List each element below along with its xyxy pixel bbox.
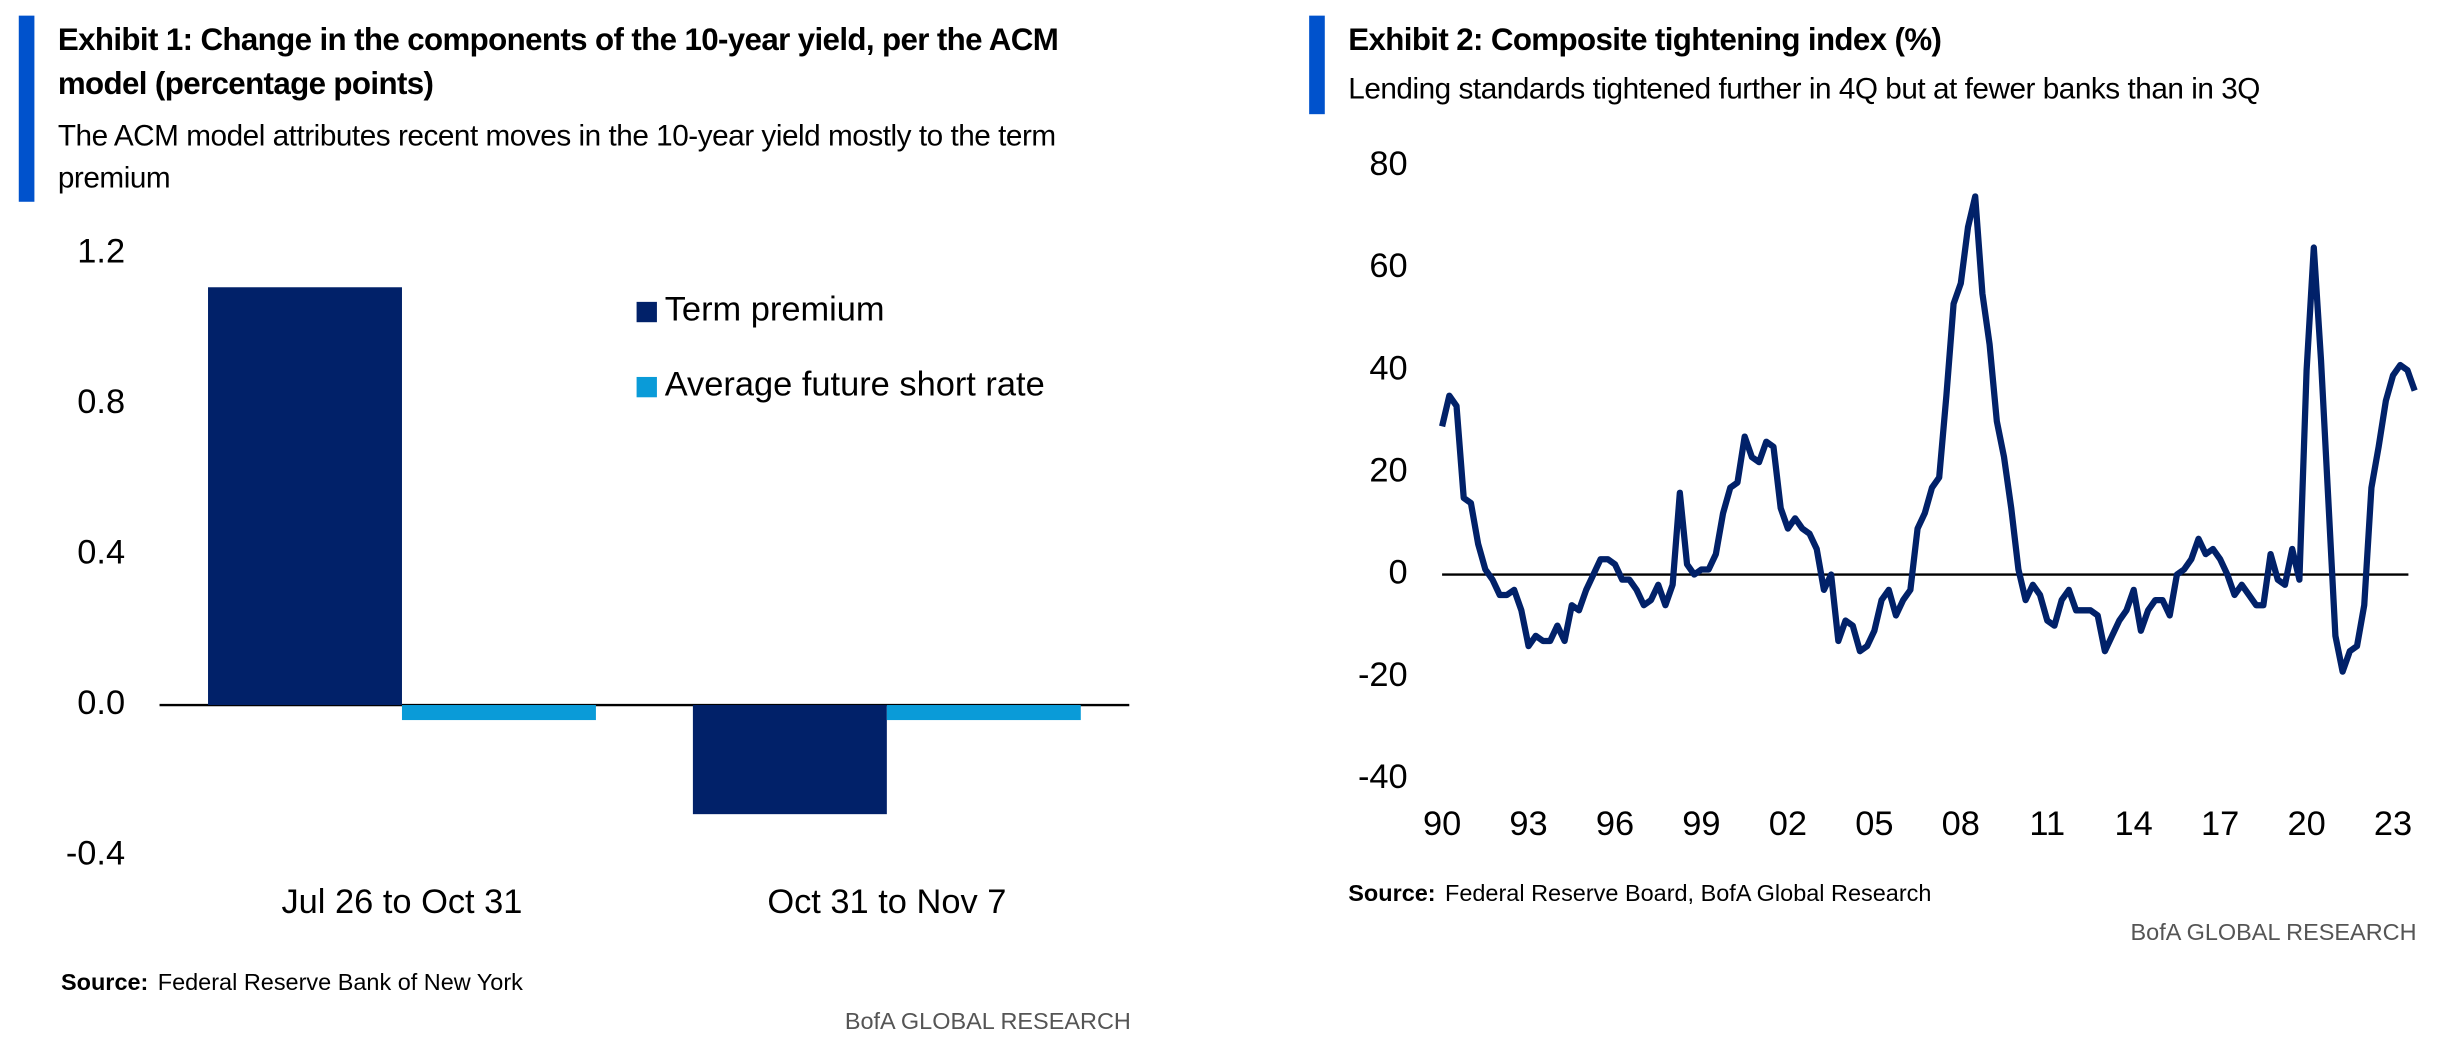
- y-tick-label: 0: [1389, 554, 1408, 592]
- y-tick-label: 0.8: [77, 383, 125, 421]
- bar: [401, 705, 596, 721]
- source-label: Source:: [60, 969, 149, 997]
- x-tick-label: 99: [1682, 805, 1720, 843]
- x-tick-label: 08: [1942, 805, 1980, 843]
- source-text: Federal Reserve Bank of New York: [157, 969, 523, 997]
- y-tick-label: -40: [1358, 758, 1408, 796]
- y-tick-label: -0.4: [66, 835, 125, 873]
- source-label: Source:: [1348, 880, 1436, 908]
- chart-subtitle: The ACM model attributes recent moves in…: [57, 120, 1056, 196]
- accent-bar: [18, 15, 35, 202]
- y-tick-label: -20: [1358, 656, 1408, 694]
- y-tick-label: 40: [1369, 349, 1407, 387]
- x-tick-label: Oct 31 to Nov 7: [767, 883, 1006, 921]
- line-series: [1439, 193, 2418, 675]
- x-tick-label: 14: [2115, 805, 2153, 843]
- chart-title: Exhibit 2: Composite tightening index (%…: [1348, 23, 1942, 58]
- source: Source: Federal Reserve Bank of New York: [61, 970, 523, 997]
- brand: BofA GLOBAL RESEARCH: [844, 1008, 1131, 1036]
- accent-bar: [1309, 15, 1325, 115]
- legend-label: Average future short rate: [665, 365, 1045, 403]
- y-tick-label: 1.2: [77, 232, 125, 270]
- x-tick-label: 90: [1423, 805, 1461, 843]
- y-tick-label: 20: [1369, 451, 1407, 489]
- chart-subtitle: Lending standards tightened further in 4…: [1348, 73, 2260, 107]
- brand: BofA GLOBAL RESEARCH: [2130, 919, 2417, 947]
- x-tick-label: Jul 26 to Oct 31: [281, 883, 522, 921]
- x-tick-label: 23: [2374, 805, 2412, 843]
- legend-swatch: [636, 301, 657, 323]
- x-tick-label: 02: [1769, 805, 1807, 843]
- bar: [692, 705, 887, 815]
- source-text: Federal Reserve Board, BofA Global Resea…: [1445, 880, 1932, 908]
- y-tick-label: 0.0: [77, 684, 125, 722]
- x-tick-label: 05: [1855, 805, 1893, 843]
- x-tick-label: 17: [2201, 805, 2239, 843]
- legend-swatch: [636, 376, 657, 398]
- source: Source: Federal Reserve Board, BofA Globa…: [1348, 881, 1931, 908]
- legend-label: Term premium: [665, 290, 885, 328]
- chart-title: Exhibit 1: Change in the components of t…: [57, 23, 1059, 102]
- x-tick-label: 11: [2029, 805, 2065, 843]
- x-tick-label: 93: [1509, 805, 1547, 843]
- bar: [886, 705, 1081, 721]
- y-tick-label: 80: [1369, 145, 1407, 183]
- y-tick-label: 60: [1369, 247, 1407, 285]
- y-tick-label: 0.4: [77, 534, 125, 572]
- bar: [208, 287, 402, 706]
- x-tick-label: 20: [2287, 805, 2325, 843]
- x-tick-label: 96: [1596, 805, 1634, 843]
